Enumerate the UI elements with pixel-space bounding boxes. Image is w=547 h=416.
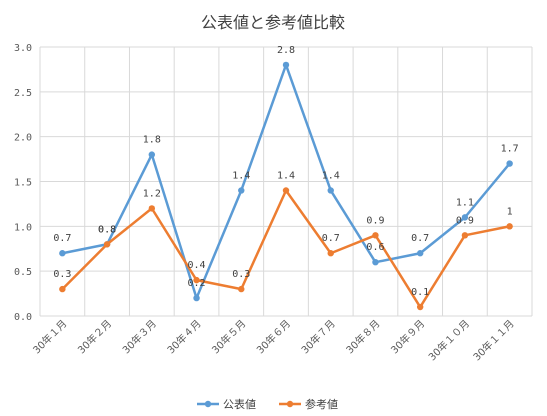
y-tick-label: 1.5 [14, 178, 32, 189]
x-tick-label: 30年１１月 [470, 317, 516, 363]
series-layer [59, 61, 513, 311]
data-point [103, 241, 111, 248]
data-labels: 0.70.81.80.21.42.81.40.60.71.11.70.30.81… [53, 45, 518, 298]
x-tick-label: 30年８月 [343, 317, 382, 356]
data-label: 0.3 [232, 269, 250, 280]
data-label: 0.6 [366, 242, 384, 253]
legend: 公表値 参考値 [197, 397, 338, 411]
x-tick-label: 30年１月 [30, 317, 69, 356]
legend-label: 参考値 [305, 397, 338, 411]
data-point [193, 294, 200, 302]
legend-swatch-marker [204, 400, 212, 408]
data-label: 1 [507, 206, 513, 217]
data-point [506, 160, 513, 167]
data-point [461, 232, 469, 239]
x-tick-label: 30年２月 [75, 317, 114, 356]
data-point [193, 276, 200, 284]
data-point [461, 214, 469, 221]
y-tick-label: 3.0 [14, 43, 32, 54]
data-point [238, 187, 245, 194]
data-label: 0.7 [322, 233, 340, 244]
data-label: 2.8 [277, 45, 295, 56]
y-tick-label: 0.5 [14, 267, 32, 278]
data-label: 0.4 [188, 260, 206, 271]
x-tick-label: 30年５月 [209, 317, 248, 356]
legend-label: 公表値 [223, 397, 256, 411]
data-label: 1.4 [232, 170, 250, 181]
x-tick-label: 30年６月 [254, 317, 293, 356]
data-point [416, 303, 424, 311]
data-label: 0.3 [53, 269, 71, 280]
data-label: 1.2 [143, 188, 161, 199]
data-point [416, 250, 424, 257]
data-label: 1.1 [456, 197, 474, 208]
data-label: 0.8 [98, 224, 116, 235]
data-label: 0.2 [188, 278, 206, 289]
data-label: 1.8 [143, 135, 161, 146]
data-label: 0.9 [366, 215, 384, 226]
x-tick-label: 30年１０月 [426, 317, 472, 363]
data-label: 0.8 [98, 224, 116, 235]
y-axis-ticks: 0.0 0.5 1.0 1.5 2.0 2.5 3.0 [14, 43, 32, 323]
data-label: 0.7 [411, 233, 429, 244]
data-label: 0.7 [53, 233, 71, 244]
x-tick-label: 30年３月 [120, 317, 159, 356]
chart-title: 公表値と参考値比較 [201, 13, 345, 32]
data-point [148, 205, 156, 212]
data-point [148, 151, 156, 158]
data-point [282, 187, 290, 194]
data-point [59, 250, 66, 257]
data-point [372, 232, 379, 239]
y-tick-label: 2.0 [14, 133, 32, 144]
x-tick-label: 30年９月 [388, 317, 427, 356]
x-tick-label: 30年４月 [164, 317, 203, 356]
data-point [506, 223, 513, 230]
data-label: 0.1 [411, 287, 429, 298]
data-label: 1.4 [322, 170, 340, 181]
data-label: 1.7 [501, 144, 519, 155]
data-point [327, 250, 334, 257]
data-point [282, 61, 290, 69]
legend-swatch-marker [286, 400, 294, 408]
x-axis-ticks: 30年１月 30年２月 30年３月 30年４月 30年５月 30年６月 30年７月 30年８月… [30, 317, 517, 363]
y-tick-label: 0.0 [14, 312, 32, 323]
data-label: 1.4 [277, 170, 295, 181]
data-point [327, 187, 334, 194]
data-point [238, 285, 245, 293]
data-point [59, 285, 66, 293]
y-tick-label: 1.0 [14, 222, 32, 233]
y-tick-label: 2.5 [14, 88, 32, 99]
x-tick-label: 30年７月 [298, 317, 337, 356]
data-point [372, 259, 379, 266]
data-label: 0.9 [456, 215, 474, 226]
grid-layer [39, 46, 533, 317]
